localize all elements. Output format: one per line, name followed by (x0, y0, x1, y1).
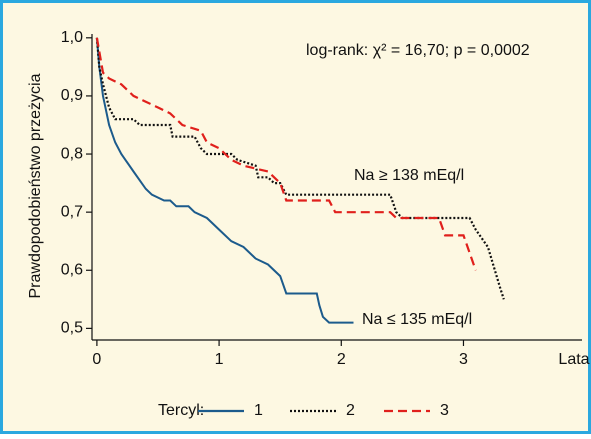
survival-curve (95, 37, 477, 271)
legend-label: 3 (440, 402, 449, 419)
y-tick-label: 0,6 (61, 261, 83, 278)
y-tick-label: 0,9 (61, 87, 83, 104)
annotation: Na ≤ 135 mEq/l (362, 311, 472, 328)
survival-curve (95, 37, 505, 300)
y-axis-label: Prawdopodobieństwo przeżycia (27, 73, 44, 298)
y-tick-label: 0,8 (61, 145, 83, 162)
y-tick-label: 0,5 (61, 320, 83, 337)
x-tick-label: 0 (92, 351, 101, 368)
legend-title: Tercyl: (158, 402, 204, 419)
legend-label: 1 (254, 402, 263, 419)
y-tick-label: 0,7 (61, 203, 83, 220)
annotation: Na ≥ 138 mEq/l (354, 167, 464, 184)
legend-label: 2 (346, 402, 355, 419)
x-tick-label: 2 (337, 351, 346, 368)
y-tick-label: 1,0 (61, 29, 83, 46)
x-axis-label: Lata (558, 351, 589, 368)
x-tick-label: 3 (459, 351, 468, 368)
annotation: log-rank: χ² = 16,70; p = 0,0002 (306, 42, 530, 59)
x-tick-label: 1 (215, 351, 224, 368)
survival-curve (95, 37, 354, 324)
